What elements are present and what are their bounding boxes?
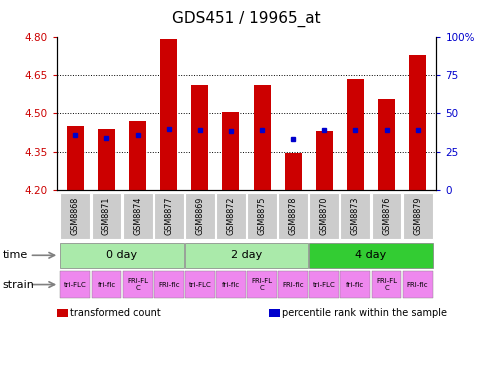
FancyBboxPatch shape [278,272,308,298]
Text: FRI-flc: FRI-flc [282,281,304,288]
FancyBboxPatch shape [123,272,152,298]
Text: transformed count: transformed count [70,308,161,318]
Text: FRI-flc: FRI-flc [407,281,428,288]
Text: GSM8879: GSM8879 [413,197,422,235]
FancyBboxPatch shape [216,272,246,298]
Text: GSM8869: GSM8869 [195,197,204,235]
FancyBboxPatch shape [185,193,215,239]
FancyBboxPatch shape [278,193,308,239]
FancyBboxPatch shape [92,272,121,298]
FancyBboxPatch shape [341,272,370,298]
Bar [191,85,209,190]
FancyBboxPatch shape [154,272,184,298]
Text: FRI-FL
C: FRI-FL C [251,278,273,291]
Text: tri-FLC: tri-FLC [64,281,87,288]
FancyBboxPatch shape [403,193,432,239]
Bar [378,99,395,190]
FancyBboxPatch shape [216,193,246,239]
Text: fri-flc: fri-flc [346,281,364,288]
FancyBboxPatch shape [247,272,277,298]
Bar [316,131,333,190]
Text: FRI-flc: FRI-flc [158,281,179,288]
FancyBboxPatch shape [185,272,215,298]
Text: GSM8871: GSM8871 [102,197,111,235]
Text: GSM8868: GSM8868 [71,197,80,235]
Bar [222,112,240,190]
Bar [253,85,271,190]
Text: percentile rank within the sample: percentile rank within the sample [282,308,448,318]
Text: GSM8876: GSM8876 [382,197,391,235]
Text: tri-FLC: tri-FLC [188,281,211,288]
Bar [67,126,84,190]
Text: strain: strain [2,280,35,290]
Text: 0 day: 0 day [106,250,138,260]
FancyBboxPatch shape [61,243,184,268]
Text: 4 day: 4 day [355,250,387,260]
Text: fri-flc: fri-flc [222,281,240,288]
FancyBboxPatch shape [309,272,339,298]
Bar [160,39,177,190]
Text: FRI-FL
C: FRI-FL C [376,278,397,291]
Bar [347,79,364,190]
Text: FRI-FL
C: FRI-FL C [127,278,148,291]
Text: GSM8877: GSM8877 [164,197,173,235]
Text: tri-FLC: tri-FLC [313,281,336,288]
FancyBboxPatch shape [185,243,308,268]
FancyBboxPatch shape [123,193,152,239]
FancyBboxPatch shape [372,193,401,239]
Text: GSM8870: GSM8870 [320,197,329,235]
Bar [284,153,302,190]
Text: time: time [2,250,28,260]
FancyBboxPatch shape [309,193,339,239]
Text: GSM8873: GSM8873 [351,197,360,235]
Text: GSM8874: GSM8874 [133,197,142,235]
FancyBboxPatch shape [309,243,432,268]
FancyBboxPatch shape [403,272,432,298]
Bar [129,121,146,190]
FancyBboxPatch shape [61,272,90,298]
Bar [98,129,115,190]
Text: GSM8875: GSM8875 [257,197,267,235]
FancyBboxPatch shape [92,193,121,239]
FancyBboxPatch shape [154,193,184,239]
FancyBboxPatch shape [61,193,90,239]
FancyBboxPatch shape [341,193,370,239]
Text: GDS451 / 19965_at: GDS451 / 19965_at [172,11,321,27]
FancyBboxPatch shape [372,272,401,298]
Text: GSM8872: GSM8872 [226,197,236,235]
Bar [409,55,426,190]
Text: 2 day: 2 day [231,250,262,260]
FancyBboxPatch shape [247,193,277,239]
Text: fri-flc: fri-flc [97,281,115,288]
Text: GSM8878: GSM8878 [289,197,298,235]
